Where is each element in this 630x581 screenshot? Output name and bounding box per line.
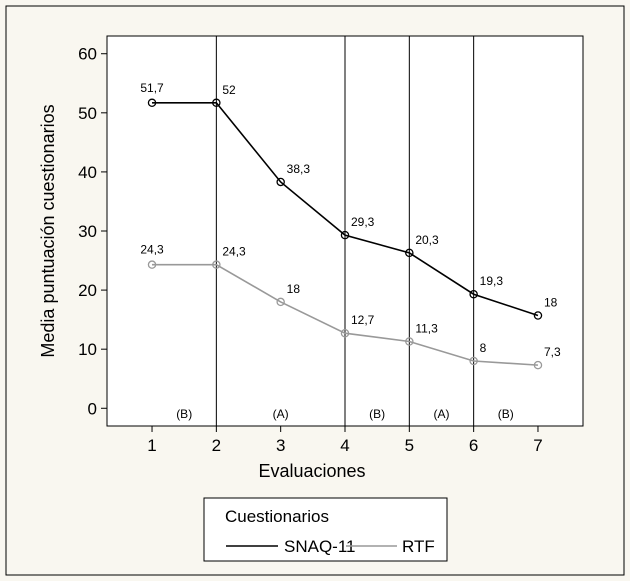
- y-tick-label: 30: [78, 222, 97, 241]
- phase-label: (B): [498, 407, 514, 421]
- x-axis-title: Evaluaciones: [258, 461, 365, 481]
- x-tick-label: 2: [212, 436, 221, 455]
- x-tick-label: 6: [469, 436, 478, 455]
- data-point: [212, 260, 221, 269]
- y-tick-label: 40: [78, 163, 97, 182]
- data-point: [147, 260, 157, 269]
- data-label: 7,3: [544, 345, 561, 359]
- phase-labels: (B) (A) (B) (A) (B): [176, 407, 514, 421]
- legend-box: [203, 497, 448, 562]
- legend-label-snaq: SNAQ-11: [284, 537, 356, 556]
- data-point: [147, 98, 157, 108]
- series-layer: [147, 98, 543, 370]
- x-tick-label: 4: [340, 436, 349, 455]
- data-label: 24,3: [222, 245, 246, 259]
- phase-label: (A): [433, 407, 449, 421]
- phase-label: (A): [273, 407, 289, 421]
- data-label: 12,7: [351, 313, 375, 327]
- y-tick-label: 60: [78, 45, 97, 64]
- data-point: [469, 356, 478, 366]
- data-point: [340, 230, 350, 240]
- data-label: 11,3: [415, 322, 438, 336]
- legend: Cuestionarios SNAQ-11 RTF: [203, 497, 448, 562]
- data-point: [533, 360, 543, 370]
- data-label: 8: [480, 341, 487, 355]
- data-point: [276, 297, 285, 307]
- data-label: 29,3: [351, 215, 375, 229]
- data-label: 38,3: [287, 162, 311, 176]
- y-axis: 0 10 20 30 40 50 60: [78, 45, 107, 418]
- y-axis-title: Media puntuación cuestionarios: [38, 104, 58, 357]
- x-tick-label: 5: [405, 436, 414, 455]
- data-point: [469, 289, 478, 299]
- y-tick-label: 50: [78, 104, 97, 123]
- phase-label: (B): [176, 407, 192, 421]
- x-tick-label: 3: [276, 436, 285, 455]
- data-point: [405, 337, 414, 346]
- data-label: 18: [287, 282, 301, 296]
- y-tick-label: 10: [78, 340, 97, 359]
- data-point: [405, 248, 414, 258]
- data-point: [533, 311, 543, 320]
- data-label: 18: [544, 296, 558, 310]
- series-line-snaq-11: [152, 101, 539, 317]
- x-tick-label: 1: [147, 436, 156, 455]
- data-label: 24,3: [140, 243, 164, 257]
- y-tick-label: 20: [78, 281, 97, 300]
- series-line-rtf: [152, 263, 539, 366]
- data-point: [276, 177, 285, 187]
- phase-label: (B): [369, 407, 385, 421]
- data-point: [340, 328, 350, 338]
- x-axis: 1 2 3 4 5 6 7: [147, 426, 543, 455]
- data-labels: 51,7 52 38,3 29,3 20,3 19,3 18 24,3 24,3 18 12,7 11…: [140, 81, 561, 359]
- data-label: 51,7: [140, 81, 164, 95]
- x-tick-label: 7: [533, 436, 542, 455]
- data-label: 52: [222, 83, 236, 97]
- data-label: 19,3: [480, 274, 504, 288]
- y-tick-label: 0: [88, 399, 97, 418]
- data-point: [212, 98, 221, 108]
- data-label: 20,3: [415, 233, 439, 247]
- legend-label-rtf: RTF: [402, 537, 435, 556]
- legend-title: Cuestionarios: [225, 507, 329, 526]
